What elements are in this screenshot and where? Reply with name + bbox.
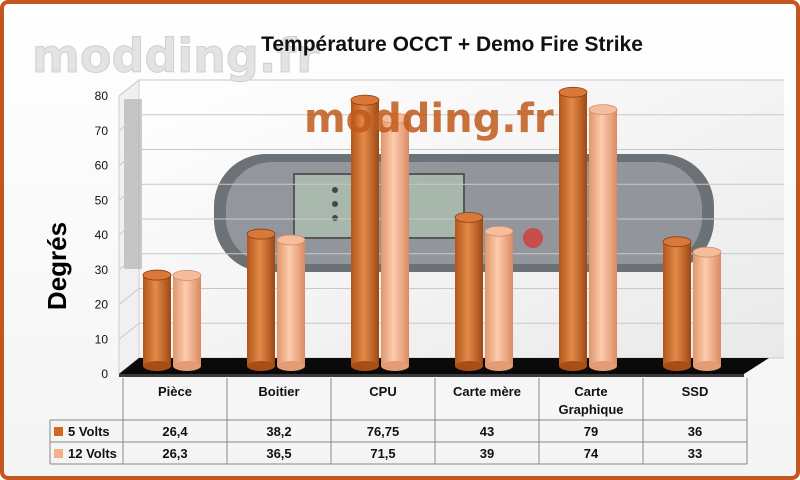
bar-body [589,109,617,367]
bar-top [484,225,514,237]
bar-body [693,252,721,366]
bar [692,246,722,371]
bar [484,225,514,371]
data-label: 26,3 [162,446,187,461]
bar-base [693,361,721,371]
bar-base [559,361,587,371]
bar-top [380,112,410,124]
bar [276,234,306,371]
x-tick-label: Carte mère [453,384,521,399]
x-tick-label: Carte [574,384,607,399]
bar-base [485,361,513,371]
bar-base [173,361,201,371]
watermark-corner: modding.fr [32,29,319,83]
chart-svg: 0 10 20 30 40 50 60 70 80 Pièce Boitier CPU Carte m… [32,29,784,465]
bar [588,104,618,371]
data-label: 74 [584,446,599,461]
data-table: Pièce Boitier CPU Carte mère Carte Graphique S… [49,378,748,465]
bar-body [277,239,305,366]
data-label: 71,5 [370,446,395,461]
bar-base [663,361,691,371]
bar-top [172,270,202,281]
bar-top [246,228,276,240]
y-tick-label: 30 [95,263,109,277]
bar-body [559,92,587,367]
gridline-side [118,149,140,166]
bar-top [454,211,484,223]
gridline-side [118,114,140,132]
bar [454,211,484,371]
legend-swatch [54,449,63,458]
bar-top [350,94,380,106]
data-label: 39 [480,446,494,461]
data-label: 76,75 [367,424,400,439]
y-tick-label: 10 [95,332,109,346]
x-tick-label: Pièce [158,384,192,399]
bar-base [143,361,171,371]
x-tick-label: CPU [369,384,396,399]
gridline-side [118,183,140,201]
bar-body [455,217,483,366]
bar-top [276,234,306,246]
data-label: 33 [688,446,702,461]
y-tick-label: 70 [95,124,109,138]
data-label: 36 [688,424,702,439]
gridline-side [118,288,140,305]
legend-label: 5 Volts [68,424,110,439]
floor-edge [119,374,744,377]
bar-body [663,241,691,366]
bar-base [589,361,617,371]
bar [662,236,692,371]
data-label: 26,4 [162,424,188,439]
x-tick-label: Graphique [558,402,623,417]
legend-label: 12 Volts [68,446,117,461]
bar-top [662,236,692,248]
bar-top [142,269,172,281]
gridline-side [118,322,140,340]
bar-body [485,231,513,366]
bar-body [247,234,275,366]
gridline-side [118,218,140,236]
bar-base [277,361,305,371]
bars-layer [142,86,722,371]
y-tick-label: 60 [95,159,109,173]
bar-base [351,361,379,371]
bar-body [381,118,409,367]
gridline-side [118,79,140,97]
watermark-center: modding.fr [304,96,554,142]
data-label: 79 [584,424,598,439]
bar [172,270,202,371]
x-tick-label: Boitier [258,384,299,399]
y-tick-label: 0 [101,367,108,381]
bar-base [381,361,409,371]
bar-base [247,361,275,371]
bar [558,86,588,371]
legend-swatch [54,427,63,436]
y-axis-label: Degrés [42,222,72,310]
data-label: 36,5 [266,446,291,461]
bar-top [588,104,618,116]
bar [142,269,172,371]
x-tick-label: SSD [682,384,709,399]
y-tick-label: 50 [95,193,109,207]
y-tick-label: 80 [95,89,109,103]
bar [380,112,410,371]
bar-body [143,275,171,366]
bar-top [558,86,588,98]
bar-body [351,100,379,366]
bar [350,94,380,371]
data-label: 43 [480,424,494,439]
bar-body [173,275,201,366]
bar-base [455,361,483,371]
bar [246,228,276,371]
gridline-side [118,253,140,271]
chart-title: Température OCCT + Demo Fire Strike [261,33,643,56]
data-label: 38,2 [266,424,291,439]
y-tick-label: 40 [95,228,109,242]
y-tick-label: 20 [95,298,109,312]
bar-top [692,246,722,258]
